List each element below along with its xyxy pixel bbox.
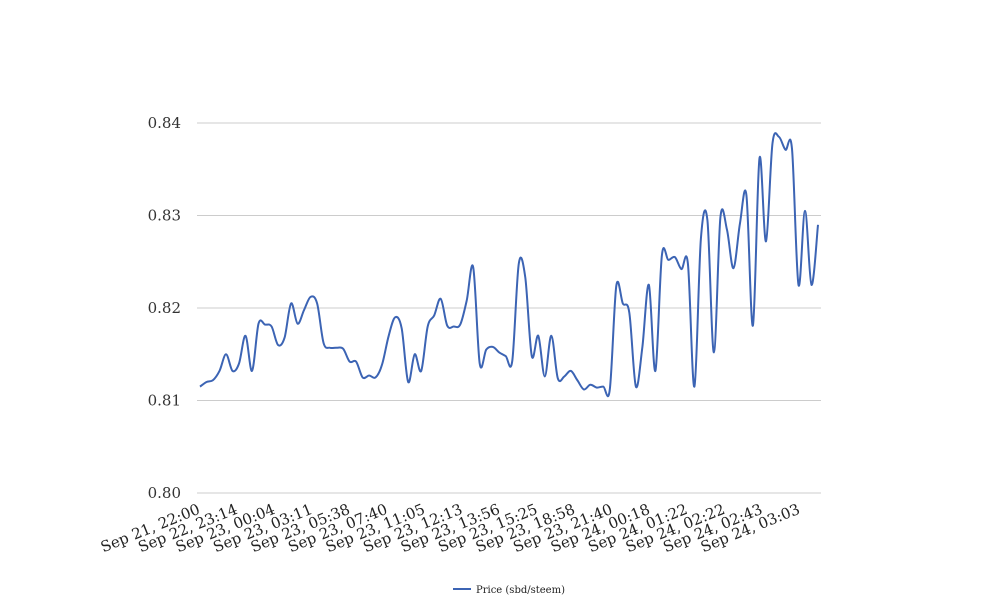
series-layer bbox=[199, 132, 819, 398]
series-line bbox=[199, 132, 819, 398]
y-tick-label: 0.80 bbox=[148, 484, 181, 502]
legend: Price (sbd/steem) bbox=[453, 585, 565, 596]
y-axis-ticks: 0.80 0.81 0.82 0.83 0.84 bbox=[148, 114, 181, 502]
y-tick-label: 0.81 bbox=[148, 392, 181, 410]
y-tick-label: 0.82 bbox=[148, 299, 181, 317]
y-tick-label: 0.84 bbox=[148, 114, 181, 132]
y-tick-label: 0.83 bbox=[148, 207, 181, 225]
gridlines bbox=[197, 122, 821, 494]
legend-label: Price (sbd/steem) bbox=[476, 585, 565, 596]
